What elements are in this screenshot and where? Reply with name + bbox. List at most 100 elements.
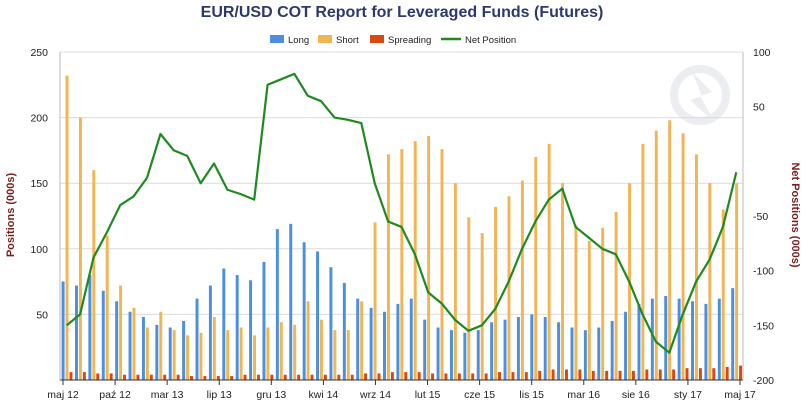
- bar-long: [503, 319, 507, 380]
- bar-short: [159, 311, 163, 380]
- bar-short: [333, 330, 337, 380]
- bar-spreading: [484, 373, 488, 380]
- bar-spreading: [283, 374, 287, 380]
- bar-long: [530, 314, 534, 380]
- bar-spreading: [390, 372, 394, 380]
- bar-long: [409, 298, 413, 380]
- bar-long: [543, 317, 547, 380]
- bar-long: [583, 330, 587, 380]
- bar-long: [383, 311, 386, 380]
- legend[interactable]: Long Short Spreading Net Position: [270, 35, 516, 46]
- x-tick-label: wrz 14: [359, 389, 391, 401]
- bar-spreading: [631, 370, 635, 380]
- y2-tick-label: -50: [753, 211, 768, 223]
- bar-spreading: [658, 369, 662, 380]
- y-tick-label: 200: [30, 113, 48, 125]
- bar-short: [520, 180, 524, 380]
- bar-long: [704, 303, 708, 380]
- bar-short: [65, 75, 69, 381]
- bar-short: [239, 327, 243, 380]
- bar-short: [507, 196, 511, 380]
- bar-spreading: [471, 373, 475, 380]
- bar-long: [436, 327, 440, 380]
- legend-label-spreading[interactable]: Spreading: [388, 35, 431, 46]
- y2-tick-label: 50: [753, 102, 765, 114]
- bar-long: [195, 298, 199, 380]
- bar-long: [664, 296, 668, 380]
- bar-short: [386, 154, 390, 380]
- bar-short: [145, 327, 149, 380]
- bar-long: [128, 311, 132, 380]
- bar-spreading: [350, 374, 354, 380]
- legend-label-net[interactable]: Net Position: [465, 35, 516, 46]
- bar-long: [624, 311, 628, 380]
- chart-title: EUR/USD COT Report for Leveraged Funds (…: [201, 4, 604, 21]
- legend-label-long[interactable]: Long: [288, 35, 309, 46]
- bar-short: [494, 206, 498, 380]
- bar-long: [597, 327, 601, 380]
- bar-long: [141, 317, 145, 380]
- bar-short: [279, 322, 283, 380]
- bar-spreading: [377, 373, 381, 380]
- bar-spreading: [698, 368, 702, 380]
- bar-spreading: [270, 374, 274, 380]
- bar-short: [681, 133, 685, 380]
- bar-short: [320, 319, 323, 380]
- right-axis-ticks: 100 50 -50 -100 -150 -200: [753, 47, 774, 387]
- bar-long: [275, 229, 279, 380]
- bar-spreading: [243, 374, 247, 380]
- x-tick-label: lis 15: [519, 389, 544, 401]
- bar-short: [480, 233, 484, 380]
- bar-long: [516, 317, 520, 380]
- bar-spreading: [82, 372, 86, 380]
- bar-long: [75, 285, 78, 380]
- bar-short: [92, 170, 96, 380]
- bar-long: [222, 268, 226, 380]
- bar-short: [400, 149, 404, 380]
- bar-spreading: [190, 376, 193, 380]
- bar-long: [369, 307, 373, 380]
- bars: [61, 75, 743, 381]
- y-tick-label: 100: [30, 244, 48, 256]
- bar-spreading: [176, 374, 180, 380]
- bar-spreading: [149, 374, 153, 380]
- bar-spreading: [297, 374, 301, 380]
- bar-spreading: [605, 370, 609, 380]
- bar-long: [570, 327, 574, 380]
- bar-long: [168, 327, 172, 380]
- bar-long: [717, 298, 721, 380]
- bar-short: [346, 330, 350, 380]
- bar-long: [316, 251, 320, 380]
- bar-spreading: [685, 368, 689, 380]
- legend-swatch-spreading: [370, 35, 384, 43]
- bar-short: [78, 117, 82, 380]
- x-tick-label: sie 16: [622, 389, 650, 401]
- bar-long: [610, 320, 614, 380]
- x-tick-label: mar 16: [567, 389, 600, 401]
- bar-spreading: [337, 374, 341, 380]
- bar-short: [694, 154, 698, 380]
- bar-long: [61, 281, 65, 380]
- bar-short: [132, 307, 136, 380]
- bar-short: [172, 330, 176, 380]
- bar-long: [235, 275, 239, 380]
- bar-short: [119, 285, 123, 380]
- bar-long: [490, 322, 494, 380]
- bar-spreading: [203, 376, 207, 380]
- legend-label-short[interactable]: Short: [336, 35, 359, 46]
- bar-short: [708, 183, 712, 380]
- bar-short: [105, 235, 109, 380]
- bar-short: [266, 327, 270, 380]
- bar-long: [249, 280, 253, 380]
- bar-short: [534, 156, 538, 380]
- bar-long: [731, 288, 735, 380]
- bar-short: [186, 335, 190, 380]
- bar-long: [88, 275, 92, 380]
- y2-tick-label: 100: [753, 47, 771, 59]
- bar-long: [463, 332, 467, 380]
- bar-spreading: [69, 372, 73, 380]
- bar-spreading: [323, 374, 327, 380]
- y2-tick-label: -100: [753, 266, 774, 278]
- y2-tick-label: -150: [753, 320, 774, 332]
